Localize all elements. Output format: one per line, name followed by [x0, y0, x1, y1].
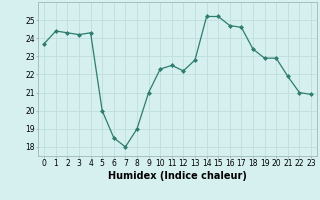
X-axis label: Humidex (Indice chaleur): Humidex (Indice chaleur)	[108, 171, 247, 181]
